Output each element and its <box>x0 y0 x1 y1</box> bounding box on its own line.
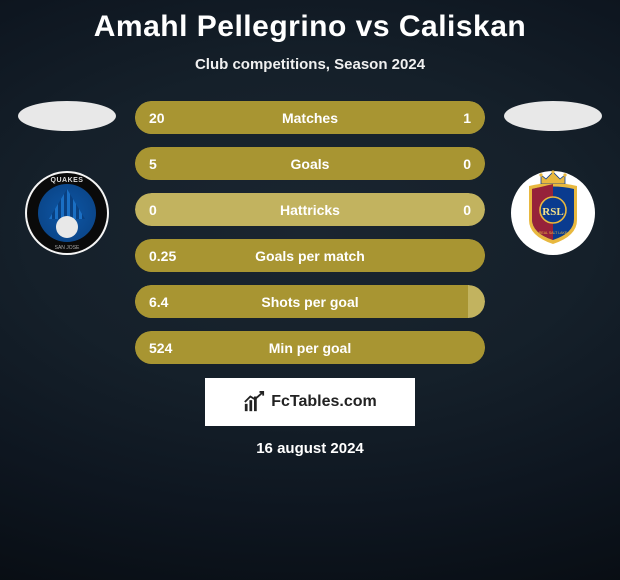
chart-icon <box>243 391 265 413</box>
player-right-column: RSL REAL SALT LAKE <box>503 101 603 255</box>
player-left-column: QUAKES SAN JOSE <box>17 101 117 255</box>
player-left-club-badge: QUAKES SAN JOSE <box>25 171 109 255</box>
stat-left-value: 5 <box>149 156 157 172</box>
stat-bar: 5 Goals 0 <box>135 147 485 180</box>
stat-right-value: 1 <box>463 110 471 126</box>
stat-bar: 0.25 Goals per match <box>135 239 485 272</box>
stat-bar: 6.4 Shots per goal <box>135 285 485 318</box>
stat-bar: 20 Matches 1 <box>135 101 485 134</box>
stat-label: Min per goal <box>269 340 351 356</box>
attribution-label: FcTables.com <box>271 393 377 411</box>
stat-left-value: 524 <box>149 340 172 356</box>
quakes-badge-subtext: SAN JOSE <box>55 245 80 251</box>
quakes-badge-text: QUAKES <box>51 177 84 184</box>
date-label: 16 august 2024 <box>256 440 364 457</box>
stat-label: Shots per goal <box>261 294 358 310</box>
subtitle: Club competitions, Season 2024 <box>195 56 425 73</box>
stat-bars: 20 Matches 1 5 Goals 0 0 Hattricks 0 0.25 Goals pe… <box>135 101 485 364</box>
page-title: Amahl Pellegrino vs Caliskan <box>94 10 527 44</box>
stat-label: Hattricks <box>280 202 340 218</box>
comparison-row: QUAKES SAN JOSE 20 Matches 1 5 Goals 0 0 Hattri… <box>0 101 620 364</box>
stat-label: Goals per match <box>255 248 365 264</box>
stat-label: Goals <box>291 156 330 172</box>
stat-right-value: 0 <box>463 156 471 172</box>
player-right-avatar-placeholder <box>504 101 602 131</box>
rsl-shield-icon: RSL REAL SALT LAKE <box>525 180 581 246</box>
stat-label: Matches <box>282 110 338 126</box>
stat-right-value: 0 <box>463 202 471 218</box>
rsl-crown-icon <box>539 170 567 184</box>
svg-text:REAL SALT LAKE: REAL SALT LAKE <box>539 231 568 235</box>
player-left-avatar-placeholder <box>18 101 116 131</box>
stat-bar: 0 Hattricks 0 <box>135 193 485 226</box>
stat-left-value: 0.25 <box>149 248 176 264</box>
attribution-badge: FcTables.com <box>205 378 415 426</box>
player-right-club-badge: RSL REAL SALT LAKE <box>511 171 595 255</box>
stat-left-value: 0 <box>149 202 157 218</box>
svg-text:RSL: RSL <box>542 206 563 218</box>
stat-left-value: 20 <box>149 110 165 126</box>
stat-bar: 524 Min per goal <box>135 331 485 364</box>
stat-left-value: 6.4 <box>149 294 168 310</box>
